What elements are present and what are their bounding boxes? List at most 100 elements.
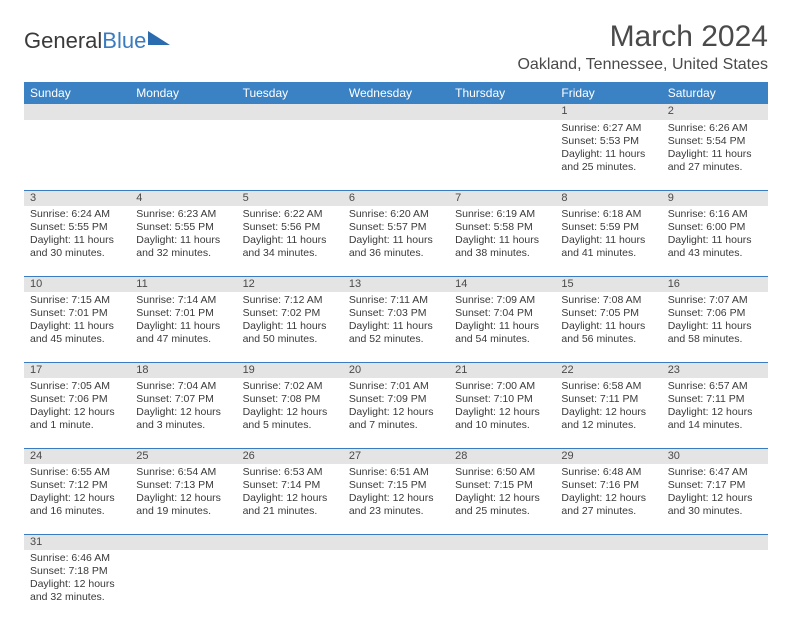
day-number-cell	[237, 104, 343, 120]
calendar-body: 12Sunrise: 6:27 AMSunset: 5:53 PMDayligh…	[24, 104, 768, 620]
sunrise-line: Sunrise: 7:09 AM	[455, 294, 549, 307]
day-number-cell: 12	[237, 276, 343, 292]
sunset-line: Sunset: 5:59 PM	[561, 221, 655, 234]
day-data-cell: Sunrise: 6:53 AMSunset: 7:14 PMDaylight:…	[237, 464, 343, 534]
daylight-line: Daylight: 11 hours and 32 minutes.	[136, 234, 230, 260]
day-data-cell: Sunrise: 7:08 AMSunset: 7:05 PMDaylight:…	[555, 292, 661, 362]
sunrise-line: Sunrise: 7:04 AM	[136, 380, 230, 393]
day-number-cell: 22	[555, 362, 661, 378]
sunrise-line: Sunrise: 6:51 AM	[349, 466, 443, 479]
day-data-cell	[555, 550, 661, 620]
day-data-cell: Sunrise: 6:47 AMSunset: 7:17 PMDaylight:…	[662, 464, 768, 534]
day-header: Friday	[555, 82, 661, 104]
day-data-cell	[662, 550, 768, 620]
sunrise-line: Sunrise: 6:58 AM	[561, 380, 655, 393]
day-data-row: Sunrise: 7:15 AMSunset: 7:01 PMDaylight:…	[24, 292, 768, 362]
sunset-line: Sunset: 7:01 PM	[136, 307, 230, 320]
day-data-cell: Sunrise: 6:50 AMSunset: 7:15 PMDaylight:…	[449, 464, 555, 534]
day-number-row: 24252627282930	[24, 448, 768, 464]
day-data-cell: Sunrise: 6:58 AMSunset: 7:11 PMDaylight:…	[555, 378, 661, 448]
day-number-cell	[449, 104, 555, 120]
day-data-row: Sunrise: 6:55 AMSunset: 7:12 PMDaylight:…	[24, 464, 768, 534]
sunset-line: Sunset: 7:17 PM	[668, 479, 762, 492]
day-number-cell	[343, 104, 449, 120]
day-data-row: Sunrise: 6:24 AMSunset: 5:55 PMDaylight:…	[24, 206, 768, 276]
day-data-row: Sunrise: 6:46 AMSunset: 7:18 PMDaylight:…	[24, 550, 768, 620]
daylight-line: Daylight: 11 hours and 50 minutes.	[243, 320, 337, 346]
day-number-cell: 27	[343, 448, 449, 464]
day-number-cell: 2	[662, 104, 768, 120]
sunset-line: Sunset: 7:15 PM	[349, 479, 443, 492]
day-number-cell: 20	[343, 362, 449, 378]
day-data-cell	[24, 120, 130, 190]
day-number-row: 17181920212223	[24, 362, 768, 378]
sunset-line: Sunset: 7:16 PM	[561, 479, 655, 492]
header: GeneralBlue March 2024 Oakland, Tennesse…	[24, 20, 768, 74]
sunrise-line: Sunrise: 7:00 AM	[455, 380, 549, 393]
sunrise-line: Sunrise: 7:12 AM	[243, 294, 337, 307]
day-data-cell: Sunrise: 6:57 AMSunset: 7:11 PMDaylight:…	[662, 378, 768, 448]
logo-text-2: Blue	[102, 28, 146, 54]
day-number-cell: 13	[343, 276, 449, 292]
daylight-line: Daylight: 12 hours and 14 minutes.	[668, 406, 762, 432]
month-title: March 2024	[517, 20, 768, 54]
sunrise-line: Sunrise: 6:47 AM	[668, 466, 762, 479]
day-header: Monday	[130, 82, 236, 104]
daylight-line: Daylight: 11 hours and 54 minutes.	[455, 320, 549, 346]
day-data-cell: Sunrise: 6:48 AMSunset: 7:16 PMDaylight:…	[555, 464, 661, 534]
day-data-cell	[343, 550, 449, 620]
day-number-cell: 4	[130, 190, 236, 206]
sunset-line: Sunset: 7:06 PM	[668, 307, 762, 320]
day-data-cell: Sunrise: 6:19 AMSunset: 5:58 PMDaylight:…	[449, 206, 555, 276]
day-header: Thursday	[449, 82, 555, 104]
day-data-cell: Sunrise: 7:07 AMSunset: 7:06 PMDaylight:…	[662, 292, 768, 362]
day-number-cell	[555, 534, 661, 550]
day-data-cell	[449, 550, 555, 620]
day-number-cell: 5	[237, 190, 343, 206]
day-data-cell: Sunrise: 6:16 AMSunset: 6:00 PMDaylight:…	[662, 206, 768, 276]
sunrise-line: Sunrise: 6:27 AM	[561, 122, 655, 135]
day-data-cell	[449, 120, 555, 190]
day-number-cell: 18	[130, 362, 236, 378]
daylight-line: Daylight: 12 hours and 27 minutes.	[561, 492, 655, 518]
sunrise-line: Sunrise: 6:50 AM	[455, 466, 549, 479]
sunrise-line: Sunrise: 7:05 AM	[30, 380, 124, 393]
daylight-line: Daylight: 12 hours and 30 minutes.	[668, 492, 762, 518]
day-data-cell: Sunrise: 6:55 AMSunset: 7:12 PMDaylight:…	[24, 464, 130, 534]
day-data-cell: Sunrise: 7:14 AMSunset: 7:01 PMDaylight:…	[130, 292, 236, 362]
daylight-line: Daylight: 12 hours and 10 minutes.	[455, 406, 549, 432]
daylight-line: Daylight: 12 hours and 25 minutes.	[455, 492, 549, 518]
day-data-cell: Sunrise: 6:54 AMSunset: 7:13 PMDaylight:…	[130, 464, 236, 534]
sunset-line: Sunset: 5:58 PM	[455, 221, 549, 234]
day-data-cell: Sunrise: 6:26 AMSunset: 5:54 PMDaylight:…	[662, 120, 768, 190]
daylight-line: Daylight: 11 hours and 27 minutes.	[668, 148, 762, 174]
daylight-line: Daylight: 11 hours and 34 minutes.	[243, 234, 337, 260]
sunset-line: Sunset: 7:12 PM	[30, 479, 124, 492]
daylight-line: Daylight: 12 hours and 3 minutes.	[136, 406, 230, 432]
sunrise-line: Sunrise: 7:01 AM	[349, 380, 443, 393]
day-data-cell: Sunrise: 6:22 AMSunset: 5:56 PMDaylight:…	[237, 206, 343, 276]
sunrise-line: Sunrise: 7:02 AM	[243, 380, 337, 393]
daylight-line: Daylight: 12 hours and 1 minute.	[30, 406, 124, 432]
day-number-cell: 19	[237, 362, 343, 378]
day-data-cell	[343, 120, 449, 190]
day-number-cell: 1	[555, 104, 661, 120]
day-data-cell: Sunrise: 6:23 AMSunset: 5:55 PMDaylight:…	[130, 206, 236, 276]
sunset-line: Sunset: 7:14 PM	[243, 479, 337, 492]
daylight-line: Daylight: 11 hours and 25 minutes.	[561, 148, 655, 174]
daylight-line: Daylight: 11 hours and 52 minutes.	[349, 320, 443, 346]
daylight-line: Daylight: 11 hours and 41 minutes.	[561, 234, 655, 260]
sunset-line: Sunset: 7:07 PM	[136, 393, 230, 406]
day-number-cell	[130, 534, 236, 550]
daylight-line: Daylight: 12 hours and 19 minutes.	[136, 492, 230, 518]
sunset-line: Sunset: 7:11 PM	[668, 393, 762, 406]
day-number-cell: 30	[662, 448, 768, 464]
day-data-cell: Sunrise: 7:00 AMSunset: 7:10 PMDaylight:…	[449, 378, 555, 448]
title-block: March 2024 Oakland, Tennessee, United St…	[517, 20, 768, 74]
day-number-cell: 24	[24, 448, 130, 464]
day-number-cell: 10	[24, 276, 130, 292]
day-header: Saturday	[662, 82, 768, 104]
day-number-cell: 25	[130, 448, 236, 464]
day-data-row: Sunrise: 6:27 AMSunset: 5:53 PMDaylight:…	[24, 120, 768, 190]
daylight-line: Daylight: 11 hours and 56 minutes.	[561, 320, 655, 346]
